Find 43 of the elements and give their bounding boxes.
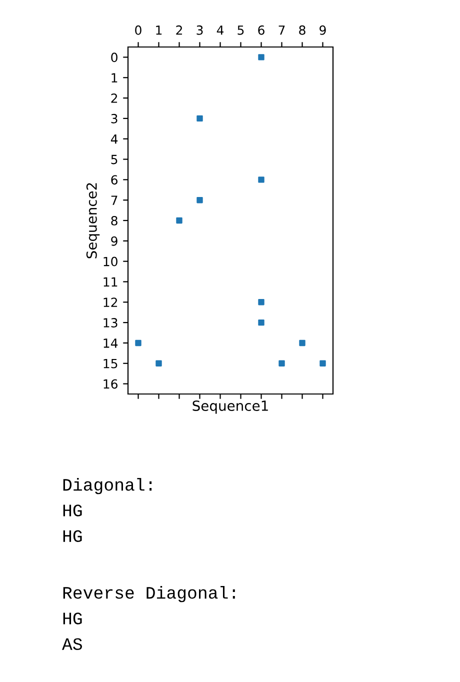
y-tick-label: 6 — [111, 175, 118, 185]
point — [156, 360, 162, 366]
x-tick-label: 4 — [216, 26, 224, 35]
x-tick-label: 7 — [278, 26, 285, 35]
point — [176, 217, 182, 224]
point — [299, 340, 306, 346]
y-tick-label: 13 — [104, 318, 118, 328]
y-tick-label: 10 — [104, 256, 118, 266]
point — [196, 196, 203, 204]
y-tick-label: 9 — [111, 236, 118, 246]
point — [196, 115, 203, 122]
point — [258, 176, 264, 183]
x-tick-label: 9 — [320, 25, 326, 35]
y-tick-label: 4 — [110, 134, 118, 144]
y-tick-label: 8 — [111, 216, 118, 226]
point — [258, 319, 264, 326]
y-tick-label: 11 — [104, 277, 118, 286]
text: Diagonal: HG HG — [63, 478, 152, 542]
x-axis-title: Sequence1 — [192, 400, 268, 414]
x-tick-label: 3 — [196, 25, 203, 35]
point — [320, 360, 326, 366]
y-tick-label: 14 — [104, 338, 118, 348]
x-tick-label: 5 — [238, 26, 244, 35]
y-tick-label: 16 — [104, 379, 118, 389]
y-tick-label: 5 — [111, 154, 118, 164]
x-tick-label: 2 — [176, 25, 182, 35]
x-tick-label: 8 — [299, 25, 306, 35]
point — [258, 299, 264, 306]
point — [135, 340, 142, 346]
y-tick-label: 0 — [111, 52, 118, 62]
y-axis-title: Sequence2 — [86, 183, 100, 258]
y-tick-label: 12 — [104, 298, 118, 307]
x-tick-label: 0 — [135, 25, 142, 35]
point — [258, 54, 264, 60]
text: Reverse Diagonal: HG AS — [62, 586, 235, 650]
y-tick-label: 7 — [111, 196, 118, 205]
point — [278, 360, 285, 366]
y-tick-label: 1 — [112, 73, 118, 82]
x-tick-label: 1 — [156, 26, 162, 35]
y-tick-label: 2 — [111, 94, 118, 103]
x-tick-label: 6 — [258, 25, 264, 35]
y-tick-label: 3 — [111, 114, 118, 124]
y-tick-label: 15 — [104, 359, 118, 368]
